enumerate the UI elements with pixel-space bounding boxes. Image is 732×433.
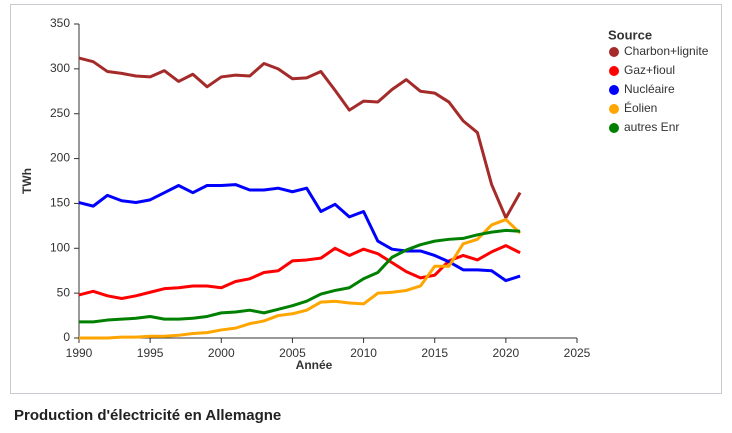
figure-frame	[10, 4, 722, 394]
legend-swatch	[609, 123, 619, 133]
caption: Production d'électricité en Allemagne	[14, 407, 281, 424]
legend-swatch	[609, 104, 619, 114]
legend-label: Nucléaire	[624, 82, 675, 96]
series-line	[78, 183, 521, 283]
x-axis-label: Année	[296, 358, 333, 372]
legend-label: autres Enr	[624, 120, 679, 134]
y-tick-label: 0	[63, 330, 70, 344]
legend-label: Éolien	[624, 100, 657, 115]
x-tick-label: 2000	[208, 346, 235, 360]
x-tick-label: 2020	[493, 346, 520, 360]
y-axis-label: TWh	[20, 168, 34, 194]
y-tick-label: 200	[50, 151, 70, 165]
x-tick-label: 1995	[137, 346, 164, 360]
x-tick-label: 1990	[66, 346, 93, 360]
series-line	[79, 218, 522, 340]
legend-swatch	[609, 66, 619, 76]
y-tick-label: 350	[50, 16, 70, 30]
series-line	[78, 56, 522, 220]
legend-title: Source	[608, 27, 652, 42]
x-tick-label: 2015	[421, 346, 448, 360]
y-tick-label: 250	[50, 106, 70, 120]
legend-swatch	[609, 85, 619, 95]
x-tick-label: 2025	[564, 346, 591, 360]
series-line	[79, 228, 521, 324]
y-tick-label: 50	[57, 285, 71, 299]
y-tick-label: 300	[50, 61, 70, 75]
legend-label: Charbon+lignite	[624, 44, 709, 58]
legend-swatch	[609, 47, 619, 57]
y-tick-label: 150	[50, 196, 70, 210]
legend-label: Gaz+fioul	[624, 63, 675, 77]
x-tick-label: 2005	[279, 346, 306, 360]
y-tick-label: 100	[50, 240, 70, 254]
series-line	[78, 244, 521, 301]
x-tick-label: 2010	[350, 346, 377, 360]
